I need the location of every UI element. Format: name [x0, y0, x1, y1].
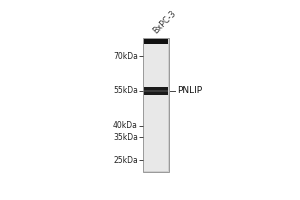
Bar [145, 87, 168, 95]
Text: 55kDa: 55kDa [113, 86, 138, 95]
Bar [145, 90, 168, 92]
Text: 25kDa: 25kDa [113, 156, 138, 165]
Bar [145, 39, 168, 171]
Text: 70kDa: 70kDa [113, 52, 138, 61]
Text: 35kDa: 35kDa [113, 133, 138, 142]
Text: 40kDa: 40kDa [113, 121, 138, 130]
Bar [143, 38, 169, 172]
Text: PNLIP: PNLIP [177, 86, 202, 95]
Bar [145, 39, 168, 44]
Text: BxPC-3: BxPC-3 [151, 9, 177, 36]
